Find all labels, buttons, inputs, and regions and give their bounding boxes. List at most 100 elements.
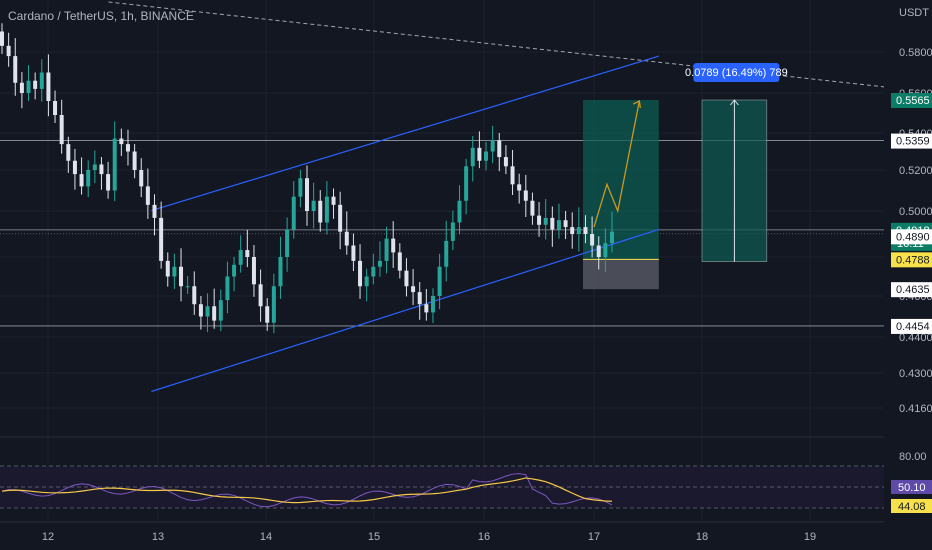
candle-body — [33, 80, 38, 89]
rsi-value-bg — [891, 480, 932, 494]
candle-body — [305, 178, 309, 211]
candles — [0, 23, 614, 334]
candle-body — [39, 72, 44, 89]
candle-body — [278, 257, 283, 287]
candle-body — [19, 82, 24, 93]
candle-body — [344, 231, 349, 246]
time-tick-label: 19 — [804, 531, 816, 543]
rsi-line — [1, 473, 613, 508]
candle-body — [391, 238, 396, 253]
candle-body — [523, 190, 528, 201]
candle-body — [225, 276, 230, 301]
price-label: 0.4788 — [896, 254, 930, 266]
candle-body — [318, 200, 323, 223]
candle-body — [271, 286, 276, 323]
candle-body — [165, 260, 170, 277]
candle-body — [543, 217, 548, 225]
candle-body — [152, 204, 157, 218]
time-tick-label: 13 — [152, 531, 164, 543]
price-label: 0.4890 — [896, 231, 930, 243]
level-tag: 0.4454 — [896, 321, 930, 333]
rsi-pane — [0, 436, 884, 509]
candle-body — [192, 286, 197, 305]
candle-body — [610, 231, 614, 244]
price-tick-label: 0.5800 — [899, 47, 932, 59]
ascending-channel[interactable] — [151, 55, 659, 393]
candle-body — [159, 217, 164, 261]
candle-body — [563, 220, 568, 228]
long-position-tool[interactable]: 0.0789 (16.49%) 789 — [583, 63, 788, 290]
candle-body — [351, 245, 356, 261]
measure-label-bg — [693, 63, 780, 82]
candle-body — [132, 151, 137, 170]
candle-body — [86, 170, 91, 187]
measure-label: 0.0789 (16.49%) 789 — [685, 67, 788, 79]
candle-body — [285, 229, 290, 257]
target-zone — [583, 100, 659, 260]
candle-body — [125, 144, 130, 152]
candle-body — [510, 166, 515, 185]
projection-path[interactable] — [593, 100, 642, 228]
price-label-bg — [891, 282, 932, 298]
candle-body — [596, 245, 601, 257]
candle-body — [145, 186, 150, 205]
candle-body — [324, 196, 329, 223]
candle-body — [556, 220, 561, 230]
candle-body — [411, 286, 416, 293]
time-axis[interactable]: 12 13 14 15 16 17 18 19 — [0, 521, 884, 543]
time-tick-label: 16 — [478, 531, 490, 543]
price-label-bg — [891, 229, 932, 245]
candle-body — [424, 304, 429, 313]
candle-body — [364, 276, 369, 287]
candle-body — [59, 115, 64, 145]
candle-body — [265, 306, 270, 323]
candle-body — [92, 164, 97, 170]
candle-body — [517, 184, 522, 191]
candle-body — [172, 266, 177, 277]
time-tick-label: 18 — [696, 531, 708, 543]
candle-body — [338, 204, 343, 232]
candle-body — [503, 157, 508, 167]
candle-body — [245, 250, 250, 257]
candle-body — [46, 72, 51, 101]
projection-arrowhead — [633, 100, 642, 109]
candle-body — [490, 140, 495, 152]
price-label: 0.4635 — [896, 284, 930, 296]
candle-body — [26, 80, 31, 93]
candle-body — [457, 200, 462, 223]
symbol-legend[interactable]: Cardano / TetherUS, 1h, BINANCE — [8, 9, 194, 23]
candle-body — [570, 227, 575, 234]
time-tick-label: 15 — [368, 531, 380, 543]
price-axis[interactable]: USDT0.58000.56000.54000.52000.50000.4800… — [891, 7, 932, 513]
candle-body — [79, 174, 84, 187]
candle-body — [404, 270, 409, 287]
candle-body — [13, 56, 18, 83]
candle-body — [218, 300, 223, 321]
candle-body — [198, 304, 203, 317]
candle-body — [603, 243, 608, 257]
time-tick-label: 12 — [42, 531, 54, 543]
level-tag-bg — [891, 318, 932, 334]
candle-body — [477, 147, 482, 161]
candle-body — [590, 234, 595, 246]
candle-body — [185, 286, 190, 288]
candle-body — [530, 200, 535, 216]
price-tick-label: 0.5200 — [899, 165, 932, 177]
rsi-80-label: 80.00 — [899, 451, 927, 463]
candle-body — [583, 227, 588, 234]
time-tick-label: 17 — [588, 531, 600, 543]
candle-body — [212, 306, 217, 321]
candle-body — [464, 166, 469, 201]
candle-body — [112, 138, 117, 191]
candle-body — [417, 292, 422, 305]
projection-line — [593, 100, 640, 228]
candle-body — [397, 252, 402, 271]
candle-body — [384, 238, 389, 261]
candle-body — [53, 101, 58, 115]
candle-body — [0, 31, 4, 46]
candle-body — [291, 196, 296, 230]
channel-upper — [151, 55, 659, 212]
candle-body — [358, 260, 363, 287]
rsi-ma-line — [1, 477, 613, 504]
